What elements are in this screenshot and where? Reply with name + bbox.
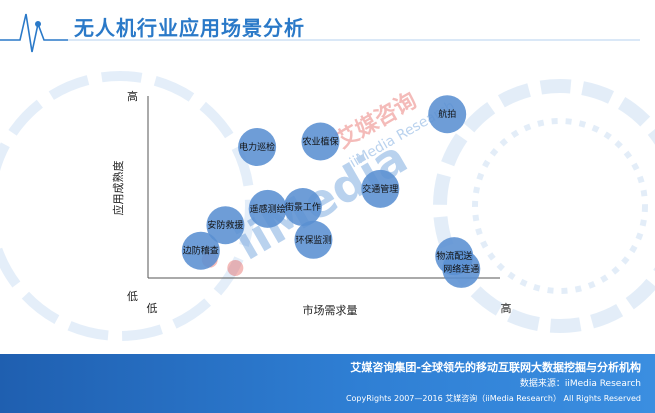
bubble-point — [181, 231, 220, 270]
y-axis-label: 应用成熟度 — [111, 161, 125, 216]
bubble-point — [238, 127, 277, 166]
page-title: 无人机行业应用场景分析 — [74, 16, 305, 40]
pulse-line-icon — [0, 13, 68, 53]
y-tick-label-high: 高 — [127, 89, 138, 103]
title-bar: 无人机行业应用场景分析 — [0, 0, 655, 56]
bubble-label: 物流配送 — [436, 250, 472, 262]
bubble-label: 环保监测 — [295, 234, 331, 246]
bubble-label: 网络连通 — [443, 263, 479, 275]
bubble-point — [206, 206, 245, 245]
scatter-chart: iiMedia 艾媒咨询 iiMedia Research 高 低 低 高 市场… — [0, 71, 655, 341]
pulse-dot-icon — [35, 21, 41, 27]
bubble-label: 电力巡检 — [239, 141, 275, 153]
bubble-point — [442, 249, 481, 288]
bubble-point — [294, 220, 333, 259]
footer-slogan: 艾媒咨询集团-全球领先的移动互联网大数据挖掘与分析机构 — [350, 361, 641, 374]
y-tick-label-low: 低 — [127, 290, 138, 303]
footer-copyright: CopyRights 2007—2016 艾媒咨询（iiMedia Resear… — [345, 394, 641, 403]
x-tick-label-low: 低 — [147, 302, 158, 315]
bubble-point — [428, 95, 467, 134]
watermark-dot-icon — [227, 259, 244, 276]
footer-source: 数据来源：iiMedia Research — [519, 379, 641, 389]
bubble-label: 边防稽查 — [183, 245, 219, 257]
bubble-label: 农业植保 — [302, 136, 338, 148]
bubble-point — [301, 122, 340, 161]
watermark: iiMedia 艾媒咨询 iiMedia Research — [201, 87, 458, 276]
bubble-label: 遥感测绘 — [250, 203, 286, 215]
bubble-label: 安防救援 — [207, 219, 243, 231]
x-axis-label: 市场需求量 — [303, 303, 358, 317]
bubble-label: 航拍 — [438, 108, 456, 120]
bubble-point — [283, 188, 322, 227]
footer: 艾媒咨询集团-全球领先的移动互联网大数据挖掘与分析机构 数据来源：iiMedia… — [0, 354, 655, 413]
bubble-point — [248, 189, 287, 228]
bubble-point — [361, 169, 400, 208]
x-tick-label-high: 高 — [501, 301, 512, 315]
bubble-label: 交通管理 — [362, 183, 398, 195]
bubble-label: 街景工作 — [285, 201, 321, 213]
title-decoration — [0, 13, 640, 53]
